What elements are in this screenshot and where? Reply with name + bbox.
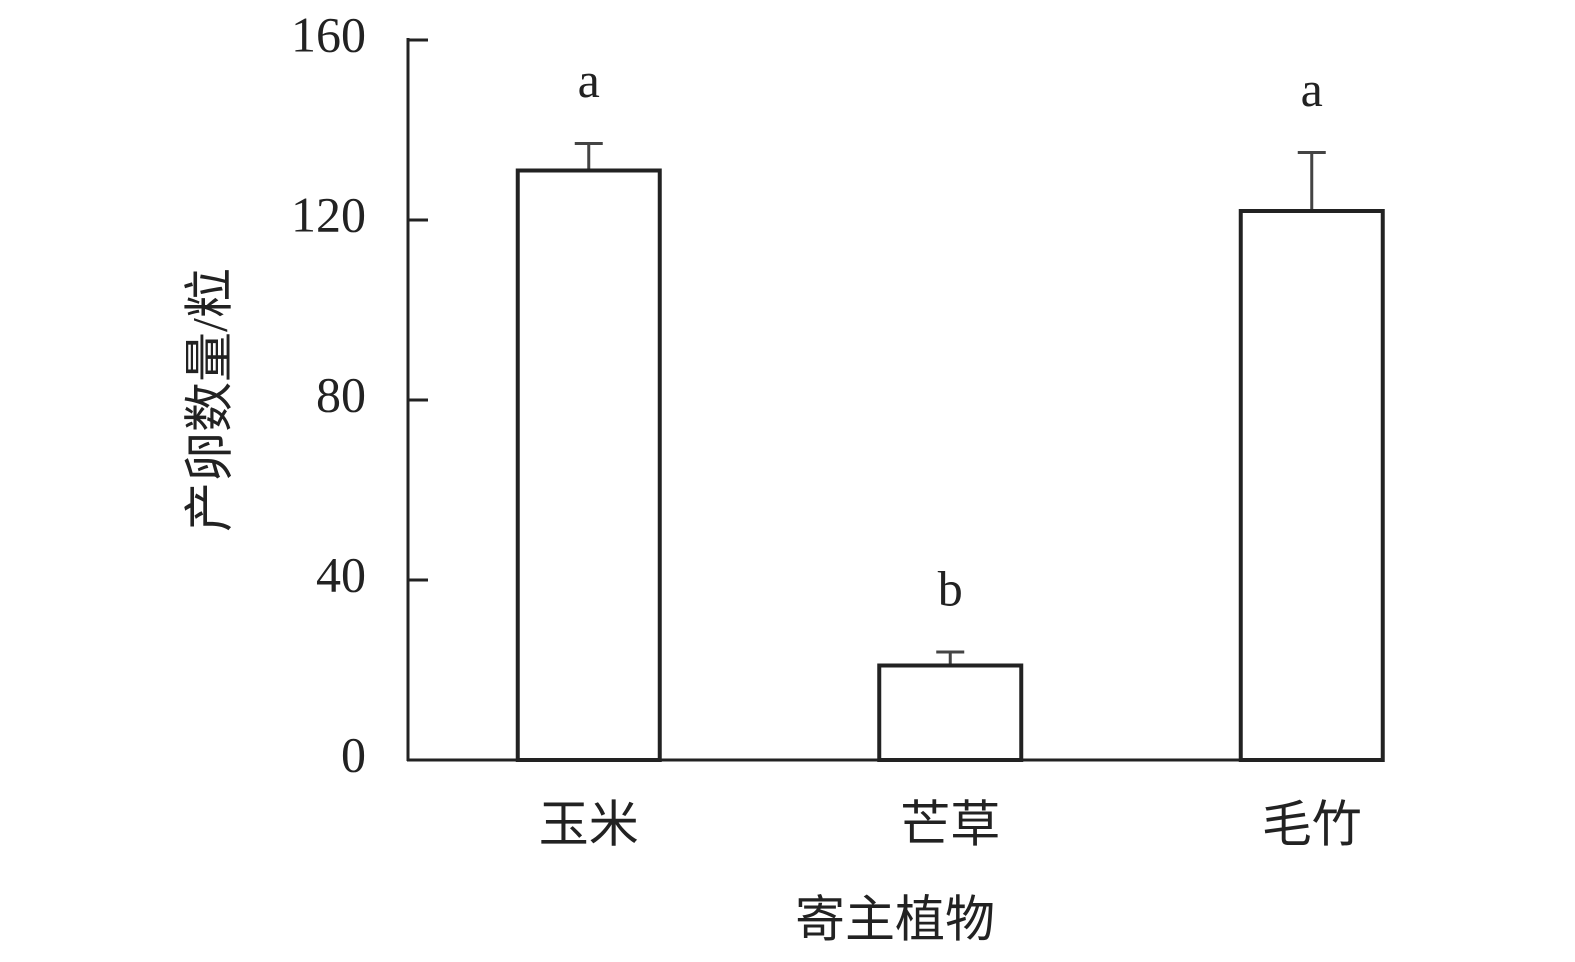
x-tick-label: 玉米: [539, 796, 639, 852]
significance-letter: a: [578, 52, 600, 108]
x-axis-label: 寄主植物: [795, 891, 995, 947]
y-axis-label: 产卵数量/粒: [181, 268, 237, 532]
bar: [877, 663, 1024, 762]
y-tick-label: 40: [316, 546, 366, 602]
bar: [515, 168, 662, 762]
y-tick-label: 120: [291, 186, 366, 242]
y-tick-label: 160: [291, 6, 366, 62]
x-tick-label: 毛竹: [1262, 796, 1362, 852]
y-tick-label: 0: [341, 726, 366, 782]
significance-letter: a: [1301, 61, 1323, 117]
bar: [1238, 209, 1385, 762]
y-tick-label: 80: [316, 366, 366, 422]
x-tick-label: 芒草: [900, 796, 1000, 852]
significance-letter: b: [938, 560, 963, 616]
